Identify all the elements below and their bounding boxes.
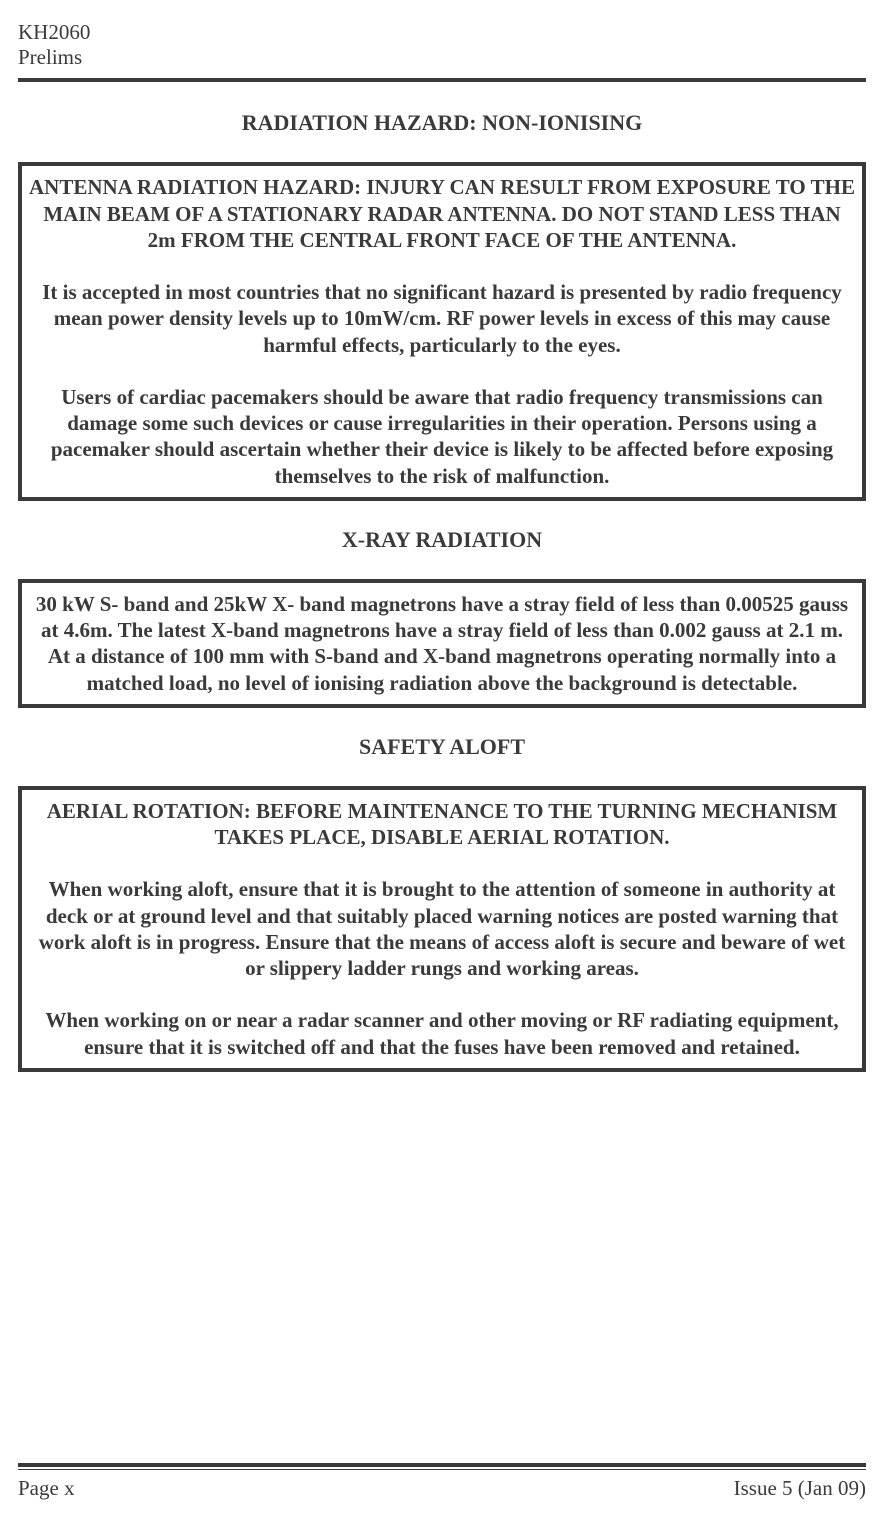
page-number: Page x bbox=[18, 1476, 75, 1501]
page-footer: Page x Issue 5 (Jan 09) bbox=[18, 1463, 866, 1501]
doc-section: Prelims bbox=[18, 45, 866, 70]
radiation-para-3: Users of cardiac pacemakers should be aw… bbox=[28, 384, 856, 489]
xray-para-1: 30 kW S- band and 25kW X- band magnetron… bbox=[28, 591, 856, 644]
spacer bbox=[28, 253, 856, 279]
radiation-para-2: It is accepted in most countries that no… bbox=[28, 279, 856, 358]
spacer bbox=[28, 981, 856, 1007]
safety-para-2: When working aloft, ensure that it is br… bbox=[28, 876, 856, 981]
footer-row: Page x Issue 5 (Jan 09) bbox=[18, 1476, 866, 1501]
safety-para-3: When working on or near a radar scanner … bbox=[28, 1007, 856, 1060]
safety-para-1: AERIAL ROTATION: BEFORE MAINTENANCE TO T… bbox=[28, 798, 856, 851]
content-area: RADIATION HAZARD: NON-IONISING ANTENNA R… bbox=[18, 110, 866, 1463]
radiation-warning-box: ANTENNA RADIATION HAZARD: INJURY CAN RES… bbox=[18, 162, 866, 501]
safety-heading: SAFETY ALOFT bbox=[18, 734, 866, 760]
page-container: KH2060 Prelims RADIATION HAZARD: NON-ION… bbox=[0, 0, 884, 1526]
footer-rule-thick bbox=[18, 1463, 866, 1467]
xray-heading: X-RAY RADIATION bbox=[18, 527, 866, 553]
issue-info: Issue 5 (Jan 09) bbox=[734, 1476, 866, 1501]
radiation-para-1: ANTENNA RADIATION HAZARD: INJURY CAN RES… bbox=[28, 174, 856, 253]
doc-code: KH2060 bbox=[18, 20, 866, 45]
footer-rule-thin bbox=[18, 1469, 866, 1470]
spacer bbox=[28, 850, 856, 876]
header-rule bbox=[18, 78, 866, 82]
spacer bbox=[28, 358, 856, 384]
radiation-heading: RADIATION HAZARD: NON-IONISING bbox=[18, 110, 866, 136]
xray-para-2: At a distance of 100 mm with S-band and … bbox=[28, 643, 856, 696]
xray-warning-box: 30 kW S- band and 25kW X- band magnetron… bbox=[18, 579, 866, 708]
document-header: KH2060 Prelims bbox=[18, 20, 866, 70]
safety-warning-box: AERIAL ROTATION: BEFORE MAINTENANCE TO T… bbox=[18, 786, 866, 1072]
